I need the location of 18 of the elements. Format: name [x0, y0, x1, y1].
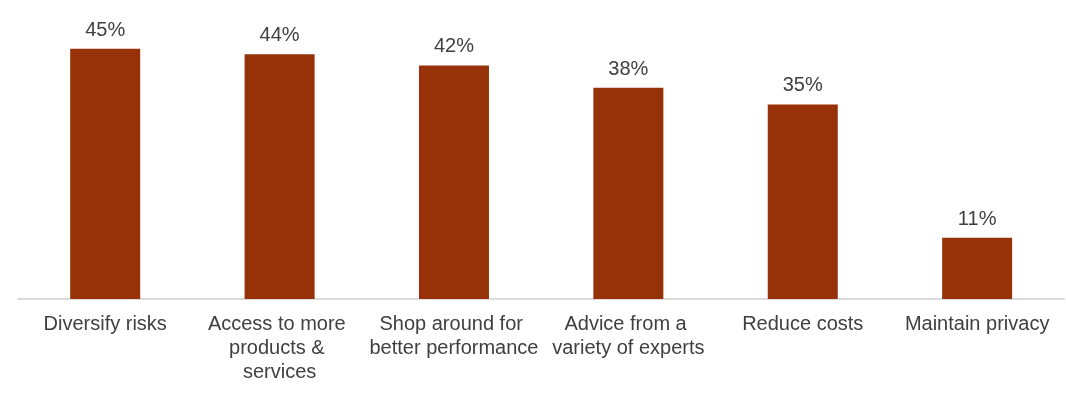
bar — [767, 104, 838, 299]
bar — [244, 54, 315, 299]
data-label: 11% — [957, 206, 997, 229]
x-tick-label: Access to more products & services — [207, 312, 352, 382]
data-label: 44% — [259, 23, 300, 46]
data-label: 42% — [433, 34, 475, 57]
x-tick-label: Advice from a variety of experts — [552, 312, 705, 358]
bar — [593, 87, 664, 299]
bar — [418, 65, 489, 299]
data-label: 38% — [608, 56, 649, 79]
data-label: 35% — [782, 73, 823, 96]
x-tick-label: Diversify risks — [43, 312, 167, 334]
x-tick-label: Reduce costs — [742, 312, 864, 334]
data-label: 45% — [85, 17, 126, 40]
x-tick-label: Shop around for better performance — [369, 312, 539, 358]
x-tick-label: Maintain privacy — [904, 312, 1050, 334]
bar — [70, 48, 141, 299]
bar — [942, 237, 1013, 299]
